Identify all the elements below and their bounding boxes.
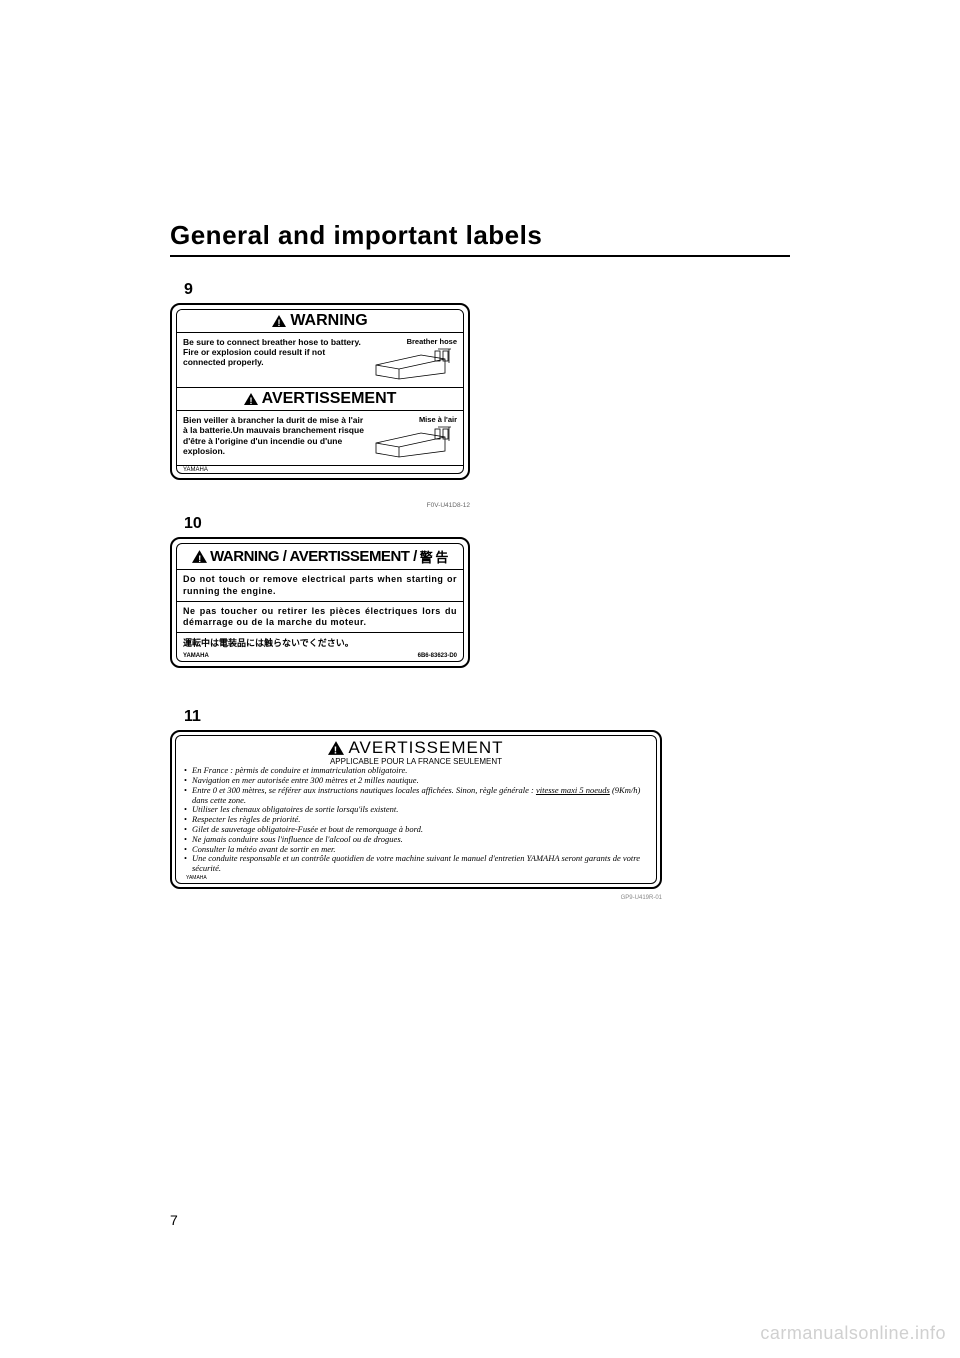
label-10-text-jp: 運転中は電装品には触らないでください。 [177,633,463,652]
watermark: carmanualsonline.info [760,1323,946,1344]
svg-text:!: ! [249,396,252,405]
page-number: 7 [170,1212,178,1228]
section-title: General and important labels [170,220,790,257]
label-11-heading: ! AVERTISSEMENT [184,738,648,758]
label-11-footer: YAMAHA [184,874,648,881]
warning-label-9: ! WARNING Be sure to connect breather ho… [170,303,470,480]
label-9-heading-en: ! WARNING [177,310,463,333]
label-11-partno: GP9-U419R-01 [170,895,662,901]
label-10-text-fr: Ne pas toucher ou retirer les pièces éle… [177,602,463,634]
warning-triangle-icon: ! [244,393,258,405]
svg-text:!: ! [278,318,281,327]
label-9-row-fr: Bien veiller à brancher la durit de mise… [177,411,463,466]
page-content: General and important labels 9 ! WARNING… [170,220,790,901]
label-9-footer: YAMAHA [177,466,463,473]
warning-label-10: ! WARNING / AVERTISSEMENT / 警 告 Do not t… [170,537,470,668]
label-9-heading-fr: ! AVERTISSEMENT [177,388,463,411]
label-11-item: Entre 0 et 300 mètres, se référer aux in… [184,786,648,806]
label-10-heading: ! WARNING / AVERTISSEMENT / 警 告 [177,544,463,570]
warning-label-11: ! AVERTISSEMENT APPLICABLE POUR LA FRANC… [170,730,662,888]
label-11-item: Une conduite responsable et un contrôle … [184,854,648,874]
label-11-list: En France : pèrmis de conduire et immatr… [184,766,648,873]
label-9-row-en: Be sure to connect breather hose to batt… [177,333,463,388]
battery-diagram: Breather hose [371,337,457,383]
warning-triangle-icon: ! [328,741,344,755]
svg-text:!: ! [198,554,201,563]
label-9-partno: F0V-U41D8-12 [170,502,470,509]
label-10-text-en: Do not touch or remove electrical parts … [177,570,463,602]
label-9-number: 9 [184,281,790,299]
warning-triangle-icon: ! [272,315,286,327]
warning-triangle-icon: ! [192,550,207,563]
label-10-number: 10 [184,515,790,533]
label-10-footer: YAMAHA 6B6-83623-D0 [177,652,463,661]
battery-diagram: Mise à l'air [371,415,457,461]
label-11-number: 11 [184,708,790,726]
svg-text:!: ! [334,746,339,755]
